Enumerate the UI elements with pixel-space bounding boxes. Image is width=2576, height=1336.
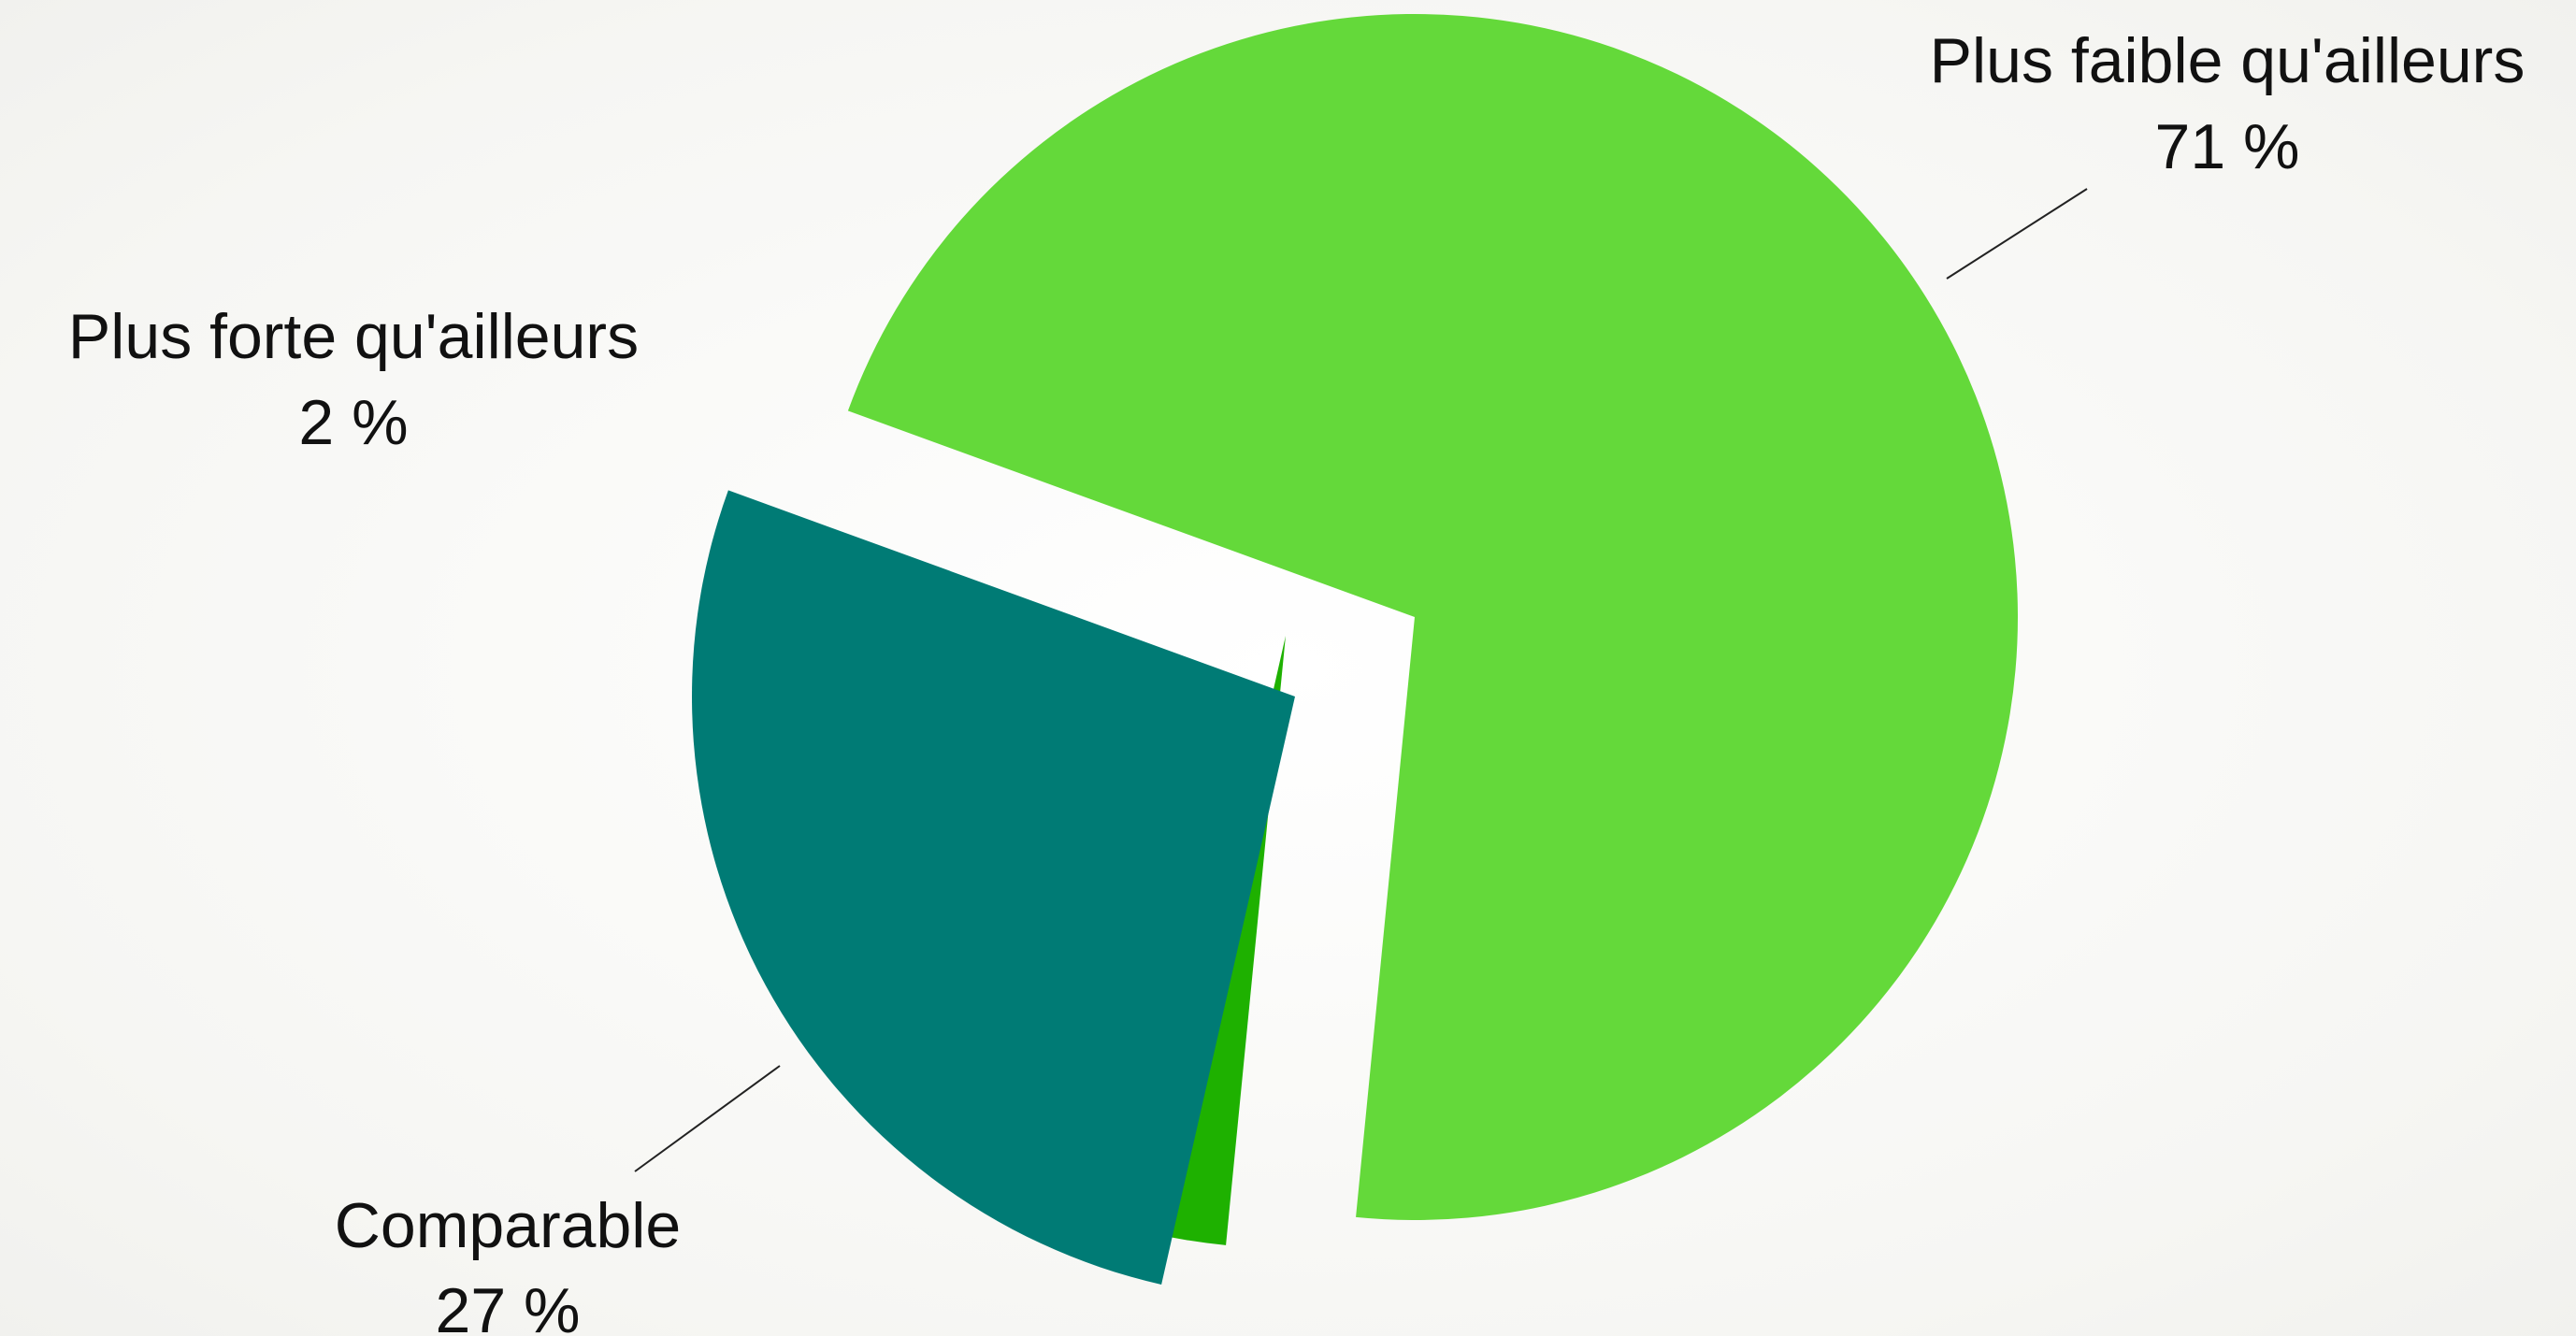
slice-value-plus-forte: 2 % xyxy=(298,387,408,458)
slice-value-plus-faible: 71 % xyxy=(2155,111,2300,182)
pie-slice-plus-faible-qu-ailleurs xyxy=(847,13,2019,1220)
slice-label-plus-faible: Plus faible qu'ailleurs xyxy=(1930,25,2526,96)
slice-labels: Plus faible qu'ailleurs 71 % Plus forte … xyxy=(68,25,2525,1336)
leader-line-plus-faible xyxy=(1946,188,2088,280)
leader-lines xyxy=(634,188,2088,1172)
pie-slices xyxy=(692,13,2019,1285)
slice-label-plus-forte: Plus forte qu'ailleurs xyxy=(68,301,639,372)
slice-label-comparable: Comparable xyxy=(335,1190,681,1261)
pie-slice-comparable xyxy=(692,490,1295,1285)
slice-value-comparable: 27 % xyxy=(436,1275,581,1336)
leader-line-comparable xyxy=(634,1065,781,1172)
